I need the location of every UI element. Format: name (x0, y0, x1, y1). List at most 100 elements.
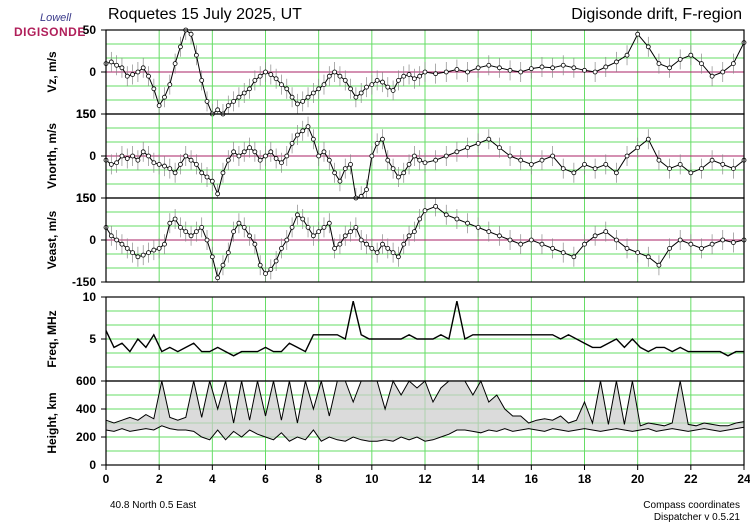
vnorth-point (252, 149, 258, 155)
vz-point (528, 66, 534, 72)
veast-point (215, 275, 221, 281)
vnorth-point (699, 166, 704, 172)
vnorth-point (167, 166, 173, 172)
veast-point (667, 245, 672, 251)
vz-point (380, 79, 385, 85)
veast-point (348, 229, 353, 235)
x-tick-label: 18 (578, 472, 592, 486)
veast-point (582, 241, 587, 247)
vz-point (699, 61, 704, 66)
veast-point (614, 237, 619, 243)
veast-point (443, 212, 449, 218)
plot-subtitle: Digisonde drift, F-region (571, 6, 742, 23)
veast-point (247, 233, 252, 239)
vnorth-point (268, 149, 274, 155)
vz-point (204, 99, 210, 104)
veast-point (497, 233, 502, 239)
veast-point (140, 252, 146, 258)
vz-point (560, 62, 566, 68)
vz-point (300, 99, 306, 104)
height-fill (106, 381, 744, 442)
veast-point (592, 233, 598, 239)
vnorth-point (215, 191, 221, 197)
veast-point (188, 233, 194, 239)
vz-point (730, 61, 736, 66)
vnorth-point (475, 140, 481, 146)
vz-point (124, 73, 130, 79)
vnorth-point (146, 153, 151, 159)
vz-point (342, 78, 348, 83)
vnorth-point (108, 161, 114, 167)
vz-point (475, 65, 481, 71)
vz-point (353, 94, 359, 100)
veast-point (677, 237, 683, 243)
freq-line (105, 301, 744, 357)
vz-point (411, 76, 417, 82)
vnorth-point (635, 145, 641, 151)
vz-point (667, 65, 672, 71)
veast-point (396, 254, 401, 260)
veast-point (151, 247, 157, 253)
vz-point (279, 82, 284, 87)
vz-point (231, 99, 237, 104)
veast-point (321, 224, 327, 230)
veast-point (268, 266, 274, 272)
vnorth-point (677, 161, 683, 167)
vnorth-point (720, 161, 726, 167)
vz-point (592, 69, 598, 75)
vz-point (305, 94, 311, 100)
veast-point (369, 245, 375, 251)
vnorth-point (124, 156, 130, 161)
vz-point (268, 72, 274, 77)
veast-point (284, 237, 290, 243)
x-tick-label: 24 (737, 472, 750, 486)
veast-point (279, 245, 284, 251)
vnorth-point (321, 149, 327, 155)
veast-point (332, 245, 338, 251)
veast-point (273, 258, 279, 264)
vnorth-point (603, 161, 609, 167)
veast-point (294, 212, 300, 218)
x-tick-label: 16 (525, 472, 539, 486)
veast-point (183, 229, 189, 235)
vnorth-point (550, 153, 555, 159)
vz-point (497, 65, 502, 71)
veast-point (709, 241, 715, 247)
vz-point (236, 94, 242, 100)
veast-point (571, 254, 577, 260)
vnorth-point (592, 166, 598, 172)
y-tick-label: 150 (76, 191, 96, 205)
vnorth-point (305, 124, 311, 129)
vz-point (624, 52, 630, 58)
vz-point (273, 76, 279, 82)
vnorth-point (337, 178, 343, 184)
veast-point (380, 241, 385, 247)
x-tick-label: 8 (315, 472, 322, 486)
y-tick-label: 200 (76, 430, 96, 444)
veast-point (465, 220, 470, 226)
veast-point (263, 271, 268, 277)
vnorth-point (316, 153, 322, 159)
vz-point (369, 82, 375, 87)
veast-point (225, 250, 231, 256)
vnorth-point (656, 157, 662, 163)
veast-point (289, 224, 295, 230)
x-tick-label: 6 (262, 472, 269, 486)
veast-point (645, 254, 651, 260)
vnorth-point (411, 153, 417, 159)
vz-point (374, 78, 380, 83)
vnorth-point (369, 153, 375, 159)
veast-point (688, 241, 694, 247)
vz-point (550, 65, 555, 71)
veast-point (475, 224, 481, 230)
vnorth-point (326, 157, 332, 163)
veast-point (220, 262, 226, 268)
veast-point (178, 224, 183, 230)
vnorth-point (156, 161, 162, 167)
vz-point (178, 44, 183, 50)
veast-point (305, 224, 311, 230)
veast-point (385, 245, 391, 251)
veast-point (124, 245, 130, 251)
vz-point (337, 73, 343, 79)
